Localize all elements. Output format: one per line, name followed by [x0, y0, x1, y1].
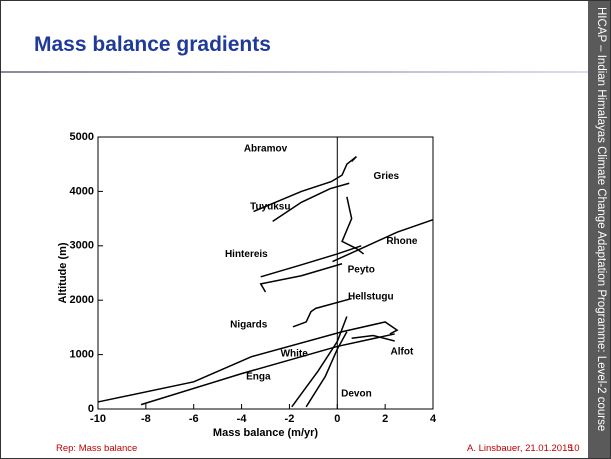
- series-label: Alfot: [391, 347, 414, 358]
- y-tick-label: 2000: [70, 294, 94, 306]
- side-bar: HICAP – Indian Himalayas Climate Change …: [588, 1, 610, 458]
- series-line: [140, 333, 395, 406]
- x-tick-label: 2: [382, 413, 388, 425]
- series-line: [292, 297, 352, 328]
- chart: 0 1000 2000 3000 4000 5000 -10 -8 -6 -4 -2 0 2 4 Mass …: [57, 131, 437, 439]
- x-tick-label: -8: [141, 413, 151, 425]
- series-line: [260, 245, 362, 278]
- x-tick-label: -10: [90, 413, 106, 425]
- series-label: Tuyuksu: [250, 201, 290, 212]
- x-tick-label: -4: [237, 413, 248, 425]
- x-axis-label: Mass balance (m/yr): [213, 427, 318, 439]
- x-tick-label: -6: [189, 413, 199, 425]
- y-tick-label: 5000: [70, 131, 94, 143]
- series-line: [332, 218, 434, 263]
- x-tick-label: -2: [285, 413, 295, 425]
- series-line: [97, 321, 399, 403]
- series-label: White: [281, 349, 309, 360]
- series-label: Hellstugu: [348, 292, 394, 303]
- series-label: Enga: [246, 372, 271, 383]
- slide-title: Mass balance gradients: [34, 33, 271, 56]
- title-rule: [1, 71, 591, 73]
- series-line: [291, 316, 348, 408]
- series-line: [305, 331, 348, 408]
- x-tick-label: 4: [430, 413, 437, 425]
- plot-frame: [97, 136, 434, 410]
- series-label: Devon: [341, 388, 372, 399]
- series-label: Hintereis: [225, 249, 268, 260]
- y-tick-label: 4000: [70, 185, 94, 197]
- y-tick-label: 0: [88, 403, 94, 415]
- series-line: [272, 182, 350, 222]
- page-number: 10: [569, 443, 580, 454]
- y-tick-label: 3000: [70, 240, 94, 252]
- series-line: [351, 334, 395, 342]
- series-label: Nigards: [230, 319, 268, 330]
- series-label: Gries: [374, 171, 400, 182]
- x-tick-label: 0: [334, 413, 340, 425]
- series-line: [259, 263, 343, 293]
- y-axis-label: Altitude (m): [57, 242, 69, 303]
- footer-left: Rep: Mass balance: [56, 443, 138, 454]
- side-text: HICAP – Indian Himalayas Climate Change …: [595, 7, 607, 432]
- footer-author: A. Linsbauer, 21.01.2015: [467, 443, 573, 454]
- series-label: Rhone: [386, 236, 418, 247]
- series-label: Peyto: [348, 264, 375, 275]
- series-line: [253, 155, 357, 213]
- y-tick-label: 1000: [70, 349, 94, 361]
- series-label: Abramov: [244, 144, 288, 155]
